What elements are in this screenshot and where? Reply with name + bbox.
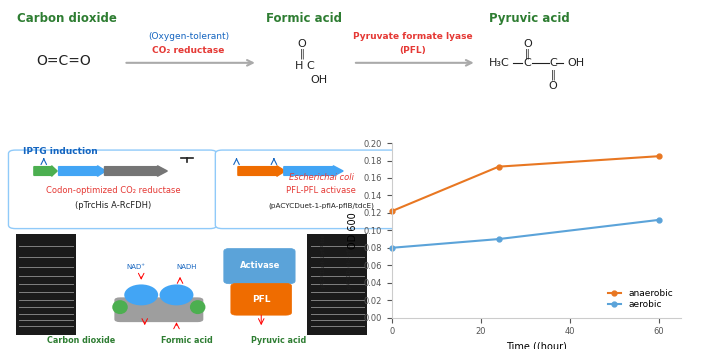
FancyBboxPatch shape (224, 248, 295, 284)
Legend: anaerobic, aerobic: anaerobic, aerobic (604, 285, 677, 313)
Text: H₃C: H₃C (489, 58, 510, 68)
Text: Pyruvic acid: Pyruvic acid (489, 12, 570, 25)
Line: aerobic: aerobic (390, 217, 662, 250)
aerobic (494, 237, 503, 241)
Bar (307, 234, 367, 335)
Ellipse shape (112, 300, 128, 314)
Text: ‖: ‖ (551, 70, 555, 80)
FancyArrow shape (34, 166, 57, 176)
FancyArrow shape (284, 166, 343, 176)
aerobic (388, 246, 396, 250)
anaerobic (388, 209, 396, 213)
Text: CO₂ reductase: CO₂ reductase (152, 46, 225, 55)
anaerobic (494, 165, 503, 169)
Text: PFL: PFL (252, 295, 270, 304)
Text: O: O (523, 39, 532, 49)
Text: Formic acid: Formic acid (265, 12, 342, 25)
Text: (Oxygen-tolerant): (Oxygen-tolerant) (148, 32, 229, 41)
FancyBboxPatch shape (114, 297, 203, 322)
Text: Pyruvate formate lyase: Pyruvate formate lyase (353, 32, 473, 41)
Text: Activase: Activase (239, 261, 280, 270)
Text: (pTrcHis A-RcFDH): (pTrcHis A-RcFDH) (75, 201, 151, 210)
Text: OH: OH (567, 58, 584, 68)
Text: O: O (549, 81, 557, 90)
Text: PFL-PFL activase: PFL-PFL activase (287, 186, 356, 195)
Text: C: C (524, 58, 531, 68)
FancyBboxPatch shape (8, 150, 217, 229)
Text: NAD⁺: NAD⁺ (127, 264, 145, 270)
anaerobic (654, 154, 663, 158)
Text: NADH: NADH (176, 264, 198, 270)
Text: Carbon dioxide: Carbon dioxide (47, 336, 115, 345)
Ellipse shape (160, 284, 193, 305)
FancyArrow shape (238, 166, 285, 176)
Text: (pACYCDuet-1-pflA-pflB/tdcE): (pACYCDuet-1-pflA-pflB/tdcE) (268, 203, 374, 209)
Text: OH: OH (311, 75, 328, 85)
FancyArrow shape (104, 166, 167, 176)
Bar (16, 234, 76, 335)
FancyBboxPatch shape (215, 150, 424, 229)
Text: Pyruvic acid: Pyruvic acid (251, 336, 306, 345)
Text: H: H (294, 61, 303, 71)
Ellipse shape (190, 300, 205, 314)
Text: C: C (549, 58, 556, 68)
Y-axis label: OD 600: OD 600 (348, 212, 358, 249)
Text: pACYCDuet-1-pflA-tde: pACYCDuet-1-pflA-tde (321, 233, 326, 287)
Text: ‖: ‖ (300, 49, 304, 59)
FancyArrow shape (59, 166, 106, 176)
Text: Codon-optimized CO₂ reductase: Codon-optimized CO₂ reductase (46, 186, 180, 195)
Text: Escherichai coli: Escherichai coli (289, 173, 354, 183)
aerobic (654, 218, 663, 222)
Text: (PFL): (PFL) (400, 46, 426, 55)
Text: ‖: ‖ (525, 49, 530, 59)
Text: Carbon dioxide: Carbon dioxide (17, 12, 117, 25)
Text: O: O (298, 39, 306, 49)
Ellipse shape (124, 284, 158, 305)
Text: IPTG induction: IPTG induction (23, 147, 98, 156)
Text: O=C=O: O=C=O (36, 54, 91, 68)
Text: C: C (307, 61, 314, 71)
Text: Formic acid: Formic acid (161, 336, 213, 345)
X-axis label: Time ((hour): Time ((hour) (506, 342, 567, 349)
Line: anaerobic: anaerobic (390, 154, 662, 214)
FancyBboxPatch shape (231, 283, 292, 315)
Text: pACYCDuet-1-pflA-pflB: pACYCDuet-1-pflA-pflB (346, 233, 352, 288)
